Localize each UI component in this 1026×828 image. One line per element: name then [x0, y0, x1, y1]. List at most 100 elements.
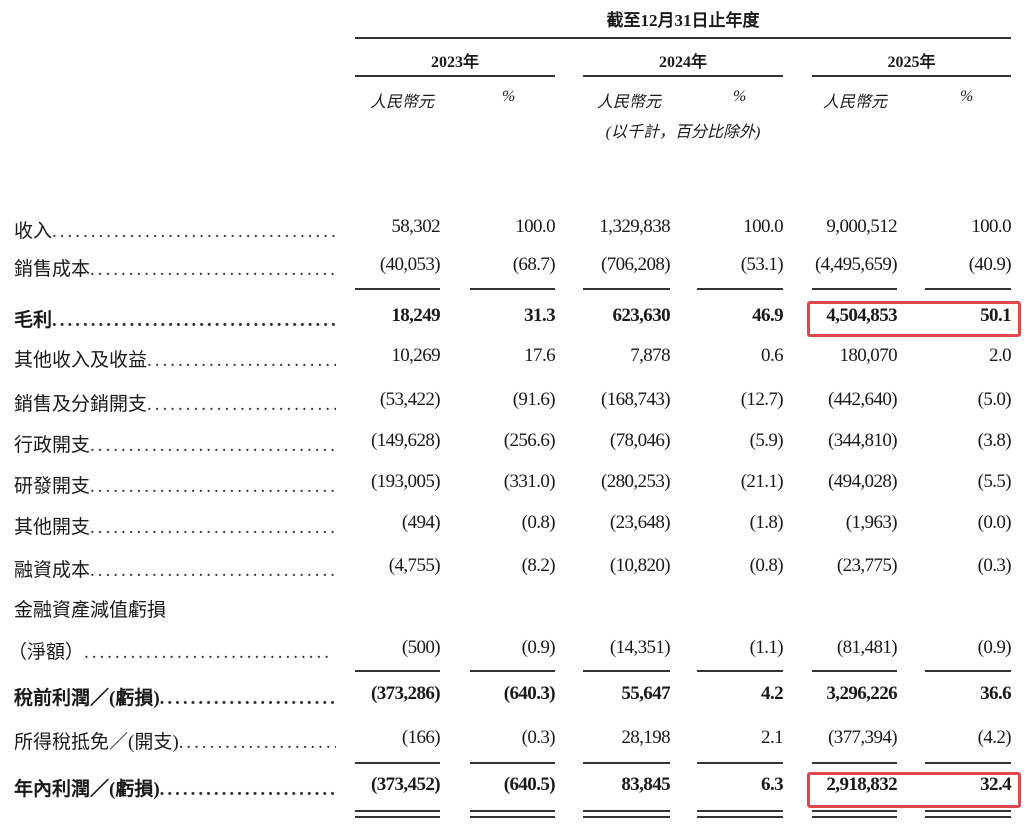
divider: [355, 75, 555, 77]
row-label-text: 其他收入及收益: [14, 350, 148, 371]
percent-cell: (5.5): [977, 471, 1012, 492]
dot-leader: ........................................…: [147, 350, 336, 371]
row-label: 其他開支....................................…: [14, 512, 336, 538]
subtotal-underline: [812, 762, 897, 764]
double-underline: [355, 816, 440, 818]
dot-leader: ........................................…: [159, 779, 336, 800]
row-label: 年內利潤／(虧損)...............................…: [14, 774, 336, 800]
subtotal-underline: [470, 762, 555, 764]
amount-cell: (14,351): [609, 637, 671, 658]
subtotal-underline: [925, 762, 1011, 764]
percent-cell: (40.9): [968, 254, 1012, 275]
amount-cell: (494): [401, 512, 441, 533]
percent-cell: (0.8): [521, 512, 556, 533]
percent-cell: (0.3): [977, 555, 1012, 576]
dot-leader: ........................................…: [178, 732, 336, 753]
highlight-box-gross-profit: [807, 301, 1021, 337]
amount-cell: (23,648): [609, 512, 671, 533]
subtotal-underline: [470, 670, 555, 672]
row-label: （淨額）....................................…: [8, 637, 330, 663]
divider: [583, 75, 783, 77]
percent-cell: 31.3: [524, 305, 555, 326]
double-underline: [697, 816, 783, 818]
row-label-text: 銷售及分銷開支: [14, 394, 148, 415]
divider: [355, 37, 1011, 39]
amount-cell: (168,743): [600, 389, 671, 410]
currency-label: 人民幣元: [370, 94, 435, 111]
percent-cell: (331.0): [503, 471, 556, 492]
amount-cell: (4,755): [388, 555, 441, 576]
percent-label: %: [502, 88, 516, 105]
subtotal-underline: [697, 288, 783, 290]
amount-cell: 1,329,838: [599, 216, 670, 237]
percent-cell: (21.1): [740, 471, 784, 492]
amount-cell: 2,918,832: [826, 774, 897, 795]
highlight-box-net-profit: [807, 772, 1021, 808]
amount-cell: 28,198: [621, 727, 670, 748]
row-label: 行政開支....................................…: [14, 430, 336, 456]
dot-leader: ........................................…: [90, 517, 336, 538]
percent-cell: (0.3): [521, 727, 556, 748]
double-underline: [697, 810, 783, 812]
period-title: 截至12月31日止年度: [606, 11, 760, 30]
amount-cell: (166): [401, 727, 441, 748]
percent-cell: (1.8): [749, 512, 784, 533]
percent-cell: 4.2: [761, 683, 784, 704]
row-label-text: 銷售成本: [14, 259, 91, 280]
amount-cell: (706,208): [600, 254, 671, 275]
dot-leader: ........................................…: [159, 688, 336, 709]
year-header-2025: 2025年: [887, 54, 936, 71]
dot-leader: ........................................…: [52, 310, 336, 331]
subtotal-underline: [355, 762, 440, 764]
row-label: 銷售及分銷開支.................................…: [14, 389, 336, 415]
amount-cell: (344,810): [827, 430, 898, 451]
row-label: 稅前利潤／(虧損)...............................…: [14, 683, 336, 709]
row-label-text: 其他開支: [14, 517, 91, 538]
percent-cell: 36.6: [980, 683, 1011, 704]
amount-cell: 3,296,226: [826, 683, 897, 704]
row-label: 研發開支....................................…: [14, 471, 336, 497]
double-underline: [583, 816, 670, 818]
subtotal-underline: [812, 670, 897, 672]
divider: [812, 75, 1011, 77]
percent-cell: 17.6: [524, 345, 555, 366]
subtotal-underline: [583, 670, 670, 672]
percent-cell: (53.1): [740, 254, 784, 275]
double-underline: [355, 810, 440, 812]
double-underline: [583, 810, 670, 812]
percent-cell: 32.4: [980, 774, 1011, 795]
amount-cell: 9,000,512: [826, 216, 897, 237]
percent-cell: (5.0): [977, 389, 1012, 410]
dot-leader: ........................................…: [90, 476, 336, 497]
currency-label: 人民幣元: [823, 94, 888, 111]
amount-cell: (373,286): [370, 683, 441, 704]
amount-cell: 55,647: [621, 683, 670, 704]
row-label: 所得稅抵免／(開支)..............................…: [14, 727, 336, 753]
percent-cell: (3.8): [977, 430, 1012, 451]
subtotal-underline: [697, 762, 783, 764]
row-label: 其他收入及收益.................................…: [14, 345, 336, 371]
percent-cell: 100.0: [971, 216, 1011, 237]
amount-cell: (81,481): [836, 637, 898, 658]
amount-cell: 623,630: [612, 305, 670, 326]
row-label-text: 金融資產減值虧損: [14, 600, 167, 621]
percent-cell: (0.9): [977, 637, 1012, 658]
percent-cell: 100.0: [743, 216, 783, 237]
row-label: 毛利......................................…: [14, 305, 336, 331]
percent-cell: (640.5): [503, 774, 556, 795]
double-underline: [925, 816, 1011, 818]
double-underline: [470, 816, 555, 818]
amount-cell: (23,775): [836, 555, 898, 576]
amount-cell: (78,046): [609, 430, 671, 451]
subtotal-underline: [583, 288, 670, 290]
amount-cell: 83,845: [621, 774, 670, 795]
amount-cell: 180,070: [839, 345, 897, 366]
percent-cell: (4.2): [977, 727, 1012, 748]
percent-cell: (12.7): [740, 389, 784, 410]
amount-cell: (10,820): [609, 555, 671, 576]
row-label-text: 收入: [14, 221, 53, 242]
amount-cell: (193,005): [370, 471, 441, 492]
subtotal-underline: [355, 670, 440, 672]
percent-cell: (91.6): [512, 389, 556, 410]
double-underline: [470, 810, 555, 812]
